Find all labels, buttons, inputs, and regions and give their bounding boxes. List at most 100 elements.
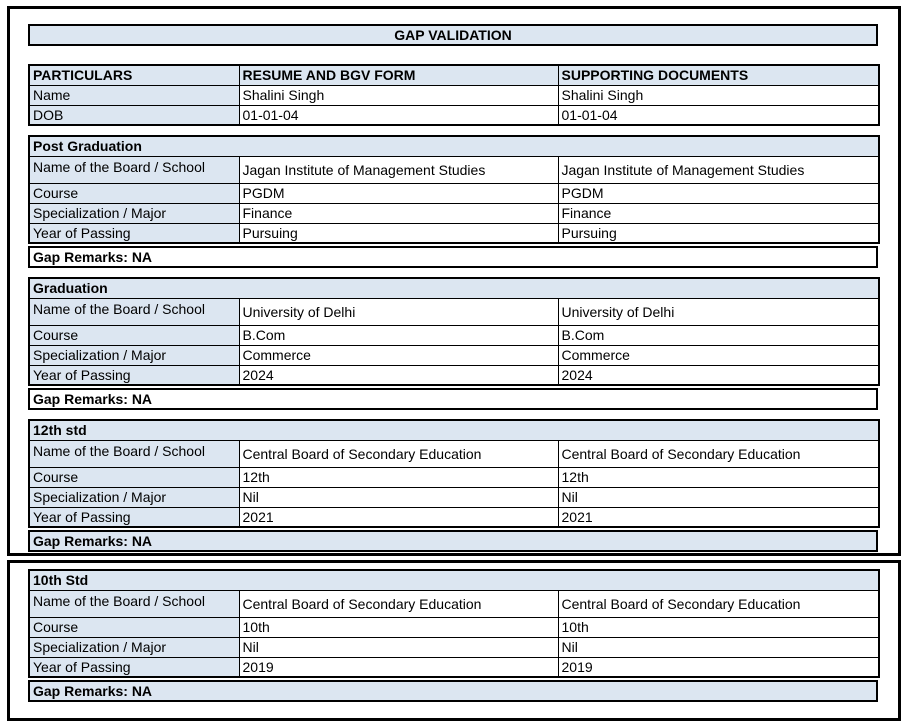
- section-post-graduation: Post Graduation Name of the Board / Scho…: [28, 135, 898, 268]
- resume-value: University of Delhi: [238, 297, 559, 326]
- row-label: DOB: [28, 104, 240, 126]
- row-label: Specialization / Major: [28, 202, 240, 224]
- board-row: Name of the Board / School University of…: [28, 297, 880, 326]
- row-label: Name: [28, 84, 240, 106]
- supporting-value: Central Board of Secondary Education: [557, 589, 880, 618]
- section-graduation: Graduation Name of the Board / School Un…: [28, 277, 898, 410]
- section-12th-std: 12th std Name of the Board / School Cent…: [28, 419, 898, 552]
- resume-value: 12th: [238, 466, 559, 488]
- column-header-supporting: SUPPORTING DOCUMENTS: [557, 64, 880, 86]
- supporting-value: Pursuing: [557, 222, 880, 244]
- specialization-row: Specialization / Major Nil Nil: [28, 486, 880, 508]
- section-title: 12th std: [28, 419, 880, 441]
- supporting-value: Jagan Institute of Management Studies: [557, 155, 880, 184]
- resume-value: 2024: [238, 364, 559, 386]
- section-header-row: 12th std: [28, 419, 880, 441]
- section-header-row: 10th Std: [28, 569, 880, 591]
- board-row: Name of the Board / School Central Board…: [28, 589, 880, 618]
- gap-remarks: Gap Remarks: NA: [28, 530, 878, 552]
- row-label: Course: [28, 182, 240, 204]
- supporting-value: Finance: [557, 202, 880, 224]
- supporting-value: 2024: [557, 364, 880, 386]
- lower-panel: 10th Std Name of the Board / School Cent…: [7, 560, 901, 721]
- row-label: Name of the Board / School: [28, 297, 240, 326]
- course-row: Course B.Com B.Com: [28, 324, 880, 346]
- resume-value: Finance: [238, 202, 559, 224]
- upper-panel: GAP VALIDATION PARTICULARS RESUME AND BG…: [7, 6, 901, 556]
- supporting-value: 2019: [557, 656, 880, 678]
- row-label: Name of the Board / School: [28, 589, 240, 618]
- section-header-row: Post Graduation: [28, 135, 880, 157]
- year-row: Year of Passing 2019 2019: [28, 656, 880, 678]
- section-table: 10th Std Name of the Board / School Cent…: [28, 569, 880, 678]
- personal-table: PARTICULARS RESUME AND BGV FORM SUPPORTI…: [28, 64, 880, 126]
- supporting-value: Shalini Singh: [557, 84, 880, 106]
- table-header-row: PARTICULARS RESUME AND BGV FORM SUPPORTI…: [28, 64, 880, 86]
- supporting-value: 12th: [557, 466, 880, 488]
- section-title: Graduation: [28, 277, 880, 299]
- row-label: Specialization / Major: [28, 344, 240, 366]
- board-row: Name of the Board / School Central Board…: [28, 439, 880, 468]
- supporting-value: PGDM: [557, 182, 880, 204]
- supporting-value: Nil: [557, 636, 880, 658]
- dob-row: DOB 01-01-04 01-01-04: [28, 104, 880, 126]
- year-row: Year of Passing Pursuing Pursuing: [28, 222, 880, 244]
- row-label: Course: [28, 466, 240, 488]
- section-header-row: Graduation: [28, 277, 880, 299]
- row-label: Course: [28, 616, 240, 638]
- row-label: Specialization / Major: [28, 486, 240, 508]
- resume-value: Nil: [238, 486, 559, 508]
- gap-remarks: Gap Remarks: NA: [28, 388, 878, 410]
- row-label: Specialization / Major: [28, 636, 240, 658]
- row-label: Name of the Board / School: [28, 439, 240, 468]
- resume-value: 2019: [238, 656, 559, 678]
- section-table: Post Graduation Name of the Board / Scho…: [28, 135, 880, 244]
- supporting-value: 2021: [557, 506, 880, 528]
- supporting-value: Central Board of Secondary Education: [557, 439, 880, 468]
- resume-value: Pursuing: [238, 222, 559, 244]
- resume-value: 2021: [238, 506, 559, 528]
- section-10th-std: 10th Std Name of the Board / School Cent…: [28, 569, 898, 702]
- supporting-value: B.Com: [557, 324, 880, 346]
- column-header-particulars: PARTICULARS: [28, 64, 240, 86]
- supporting-value: University of Delhi: [557, 297, 880, 326]
- resume-value: Nil: [238, 636, 559, 658]
- specialization-row: Specialization / Major Finance Finance: [28, 202, 880, 224]
- specialization-row: Specialization / Major Nil Nil: [28, 636, 880, 658]
- row-label: Course: [28, 324, 240, 346]
- resume-value: PGDM: [238, 182, 559, 204]
- course-row: Course 10th 10th: [28, 616, 880, 638]
- course-row: Course PGDM PGDM: [28, 182, 880, 204]
- section-table: 12th std Name of the Board / School Cent…: [28, 419, 880, 528]
- resume-value: Central Board of Secondary Education: [238, 589, 559, 618]
- gap-remarks: Gap Remarks: NA: [28, 246, 878, 268]
- row-label: Year of Passing: [28, 656, 240, 678]
- resume-value: Jagan Institute of Management Studies: [238, 155, 559, 184]
- resume-value: 10th: [238, 616, 559, 638]
- section-title: 10th Std: [28, 569, 880, 591]
- course-row: Course 12th 12th: [28, 466, 880, 488]
- gap-remarks: Gap Remarks: NA: [28, 680, 878, 702]
- name-row: Name Shalini Singh Shalini Singh: [28, 84, 880, 106]
- row-label: Year of Passing: [28, 364, 240, 386]
- column-header-resume: RESUME AND BGV FORM: [238, 64, 559, 86]
- year-row: Year of Passing 2024 2024: [28, 364, 880, 386]
- section-title: Post Graduation: [28, 135, 880, 157]
- row-label: Year of Passing: [28, 506, 240, 528]
- resume-value: 01-01-04: [238, 104, 559, 126]
- row-label: Name of the Board / School: [28, 155, 240, 184]
- specialization-row: Specialization / Major Commerce Commerce: [28, 344, 880, 366]
- resume-value: B.Com: [238, 324, 559, 346]
- section-table: Graduation Name of the Board / School Un…: [28, 277, 881, 386]
- supporting-value: 10th: [557, 616, 880, 638]
- year-row: Year of Passing 2021 2021: [28, 506, 880, 528]
- resume-value: Commerce: [238, 344, 559, 366]
- supporting-value: 01-01-04: [557, 104, 880, 126]
- page-title: GAP VALIDATION: [28, 24, 878, 46]
- row-label: Year of Passing: [28, 222, 240, 244]
- resume-value: Shalini Singh: [238, 84, 559, 106]
- resume-value: Central Board of Secondary Education: [238, 439, 559, 468]
- board-row: Name of the Board / School Jagan Institu…: [28, 155, 880, 184]
- supporting-value: Nil: [557, 486, 880, 508]
